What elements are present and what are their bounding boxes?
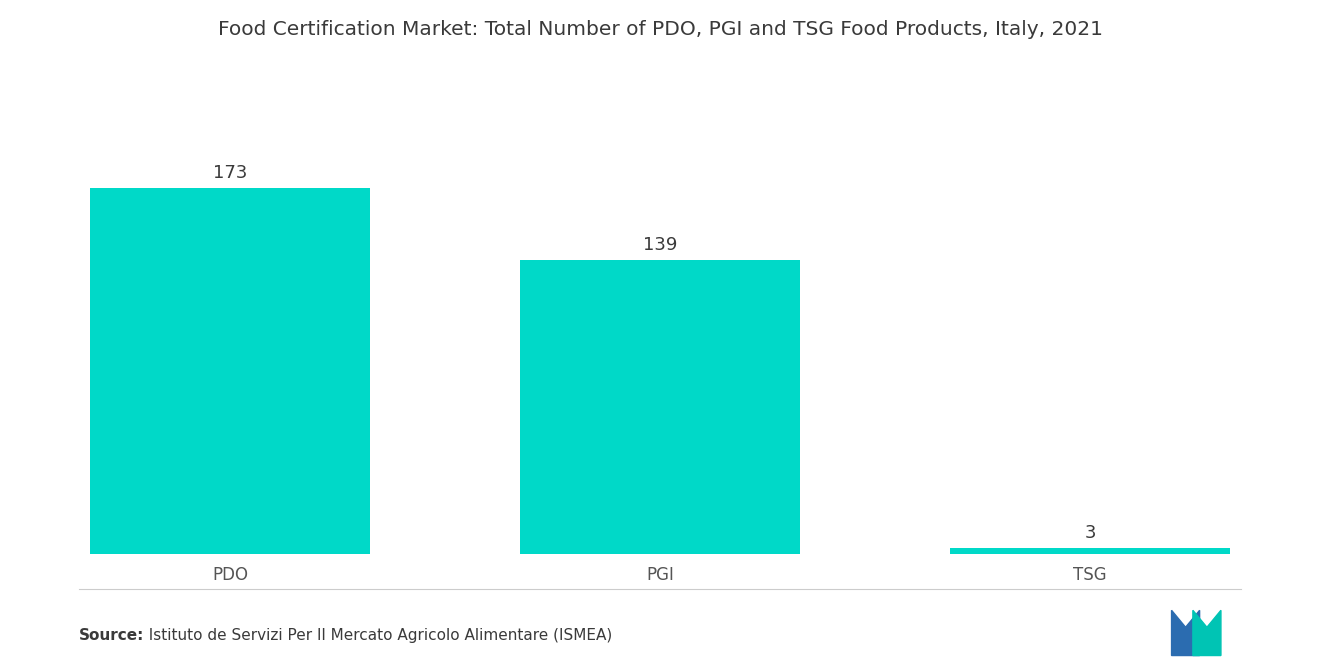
Polygon shape [1172,610,1200,656]
Text: Source:: Source: [79,628,145,642]
Bar [950,548,1230,555]
Text: Istituto de Servizi Per Il Mercato Agricolo Alimentare (ISMEA): Istituto de Servizi Per Il Mercato Agric… [139,628,612,642]
Text: 173: 173 [213,164,247,182]
Text: Food Certification Market: Total Number of PDO, PGI and TSG Food Products, Italy: Food Certification Market: Total Number … [218,20,1102,39]
Text: 139: 139 [643,236,677,254]
Polygon shape [1193,610,1221,656]
Text: 3: 3 [1084,524,1096,542]
Bar [520,260,800,555]
Bar [90,188,370,555]
